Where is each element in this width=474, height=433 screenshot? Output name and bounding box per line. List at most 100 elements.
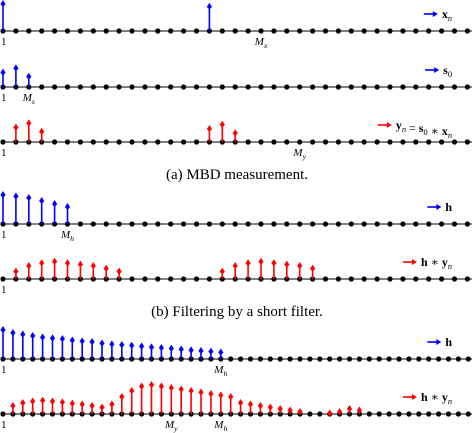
- sample-dot: [445, 411, 452, 417]
- sample-dot: [416, 356, 422, 362]
- sample-dot: [219, 28, 225, 34]
- stem-marker: [109, 340, 115, 348]
- panel-h_conv_y_long: 1 My Mh h ∗ yn: [0, 381, 472, 433]
- stem-marker: [188, 387, 194, 394]
- stem-marker: [30, 332, 36, 339]
- sample-dot: [155, 221, 161, 227]
- sample-dot: [439, 221, 445, 227]
- sample-dot: [181, 28, 187, 34]
- stem-marker: [89, 338, 95, 345]
- sample-dot: [445, 356, 452, 362]
- stem-marker: [13, 123, 19, 131]
- sample-dot: [193, 84, 200, 90]
- sample-dot: [297, 84, 303, 90]
- sample-dot: [193, 276, 200, 282]
- stem-marker: [206, 2, 212, 10]
- sample-dot: [451, 139, 458, 145]
- tick-label: 1: [1, 147, 7, 159]
- sample-dot: [155, 139, 161, 145]
- sample-dot: [322, 28, 329, 34]
- stem-marker: [257, 402, 263, 409]
- stem-marker: [109, 400, 115, 408]
- sample-dot: [39, 84, 45, 90]
- stem-marker: [178, 385, 184, 393]
- stem-marker: [40, 333, 46, 341]
- panel-x_n: 1 Mx xn: [0, 0, 472, 50]
- sample-dot: [155, 84, 161, 90]
- sample-dot: [181, 221, 187, 227]
- stem-marker: [277, 405, 283, 412]
- sample-dot: [26, 28, 32, 34]
- sample-dot: [348, 139, 354, 145]
- sample-dot: [400, 28, 406, 34]
- sample-dot: [322, 276, 329, 282]
- sample-dot: [52, 139, 58, 145]
- legend-marker: [411, 259, 417, 265]
- sample-dot: [374, 276, 380, 282]
- sample-dot: [335, 28, 341, 34]
- sample-dot: [348, 221, 354, 227]
- sample-dot: [193, 221, 200, 227]
- sample-dot: [439, 28, 445, 34]
- tick-label: My: [164, 419, 178, 433]
- sample-dot: [413, 28, 419, 34]
- sample-dot: [361, 139, 367, 145]
- sample-dot: [413, 84, 419, 90]
- sample-dot: [337, 356, 343, 362]
- sample-dot: [267, 356, 273, 362]
- stem-marker: [52, 200, 58, 207]
- stem-marker: [238, 399, 244, 406]
- sample-dot: [346, 356, 353, 362]
- sample-dot: [464, 221, 470, 227]
- sample-dot: [257, 356, 263, 362]
- sample-dot: [129, 276, 135, 282]
- stem-marker: [116, 267, 122, 275]
- sample-dot: [103, 84, 109, 90]
- sample-dot: [247, 356, 254, 362]
- sample-dot: [258, 84, 264, 90]
- sample-dot: [335, 276, 341, 282]
- sample-dot: [376, 411, 382, 417]
- sample-dot: [77, 221, 83, 227]
- sample-dot: [464, 276, 470, 282]
- sample-dot: [129, 139, 135, 145]
- sample-dot: [238, 356, 244, 362]
- sample-dot: [219, 84, 225, 90]
- legend-label: s0: [443, 63, 452, 79]
- sample-dot: [116, 221, 122, 227]
- sample-dot: [361, 84, 367, 90]
- sample-dot: [327, 356, 333, 362]
- stem-marker: [13, 64, 19, 72]
- sample-dot: [348, 84, 354, 90]
- panel-h_conv_y_short: 1 h ∗ yn: [0, 255, 472, 296]
- stem-marker: [219, 120, 225, 128]
- sample-dot: [129, 28, 135, 34]
- stem-marker: [267, 403, 273, 411]
- stem-marker: [10, 329, 16, 336]
- stem-marker: [0, 326, 6, 333]
- stem-marker: [26, 72, 32, 80]
- sample-dot: [297, 28, 303, 34]
- sample-dot: [116, 139, 122, 145]
- tick-label: My: [292, 147, 306, 161]
- sample-dot: [245, 28, 251, 34]
- legend-label: h ∗ yn: [421, 390, 452, 406]
- sample-dot: [335, 221, 341, 227]
- stem-marker: [69, 336, 75, 344]
- sample-dot: [400, 221, 406, 227]
- sample-dot: [387, 84, 393, 90]
- sample-dot: [310, 84, 316, 90]
- panel-s_0: 1 Ms s0: [0, 63, 472, 106]
- sample-dot: [413, 221, 419, 227]
- sample-dot: [335, 84, 341, 90]
- stem-marker: [158, 344, 164, 351]
- sample-dot: [426, 411, 432, 417]
- sample-dot: [277, 356, 283, 362]
- legend-marker: [411, 394, 417, 400]
- stem-marker: [49, 334, 56, 342]
- sample-dot: [193, 139, 200, 145]
- stem-marker: [129, 341, 135, 349]
- sample-dot: [64, 139, 71, 145]
- stem-marker: [13, 267, 19, 275]
- sample-dot: [90, 28, 96, 34]
